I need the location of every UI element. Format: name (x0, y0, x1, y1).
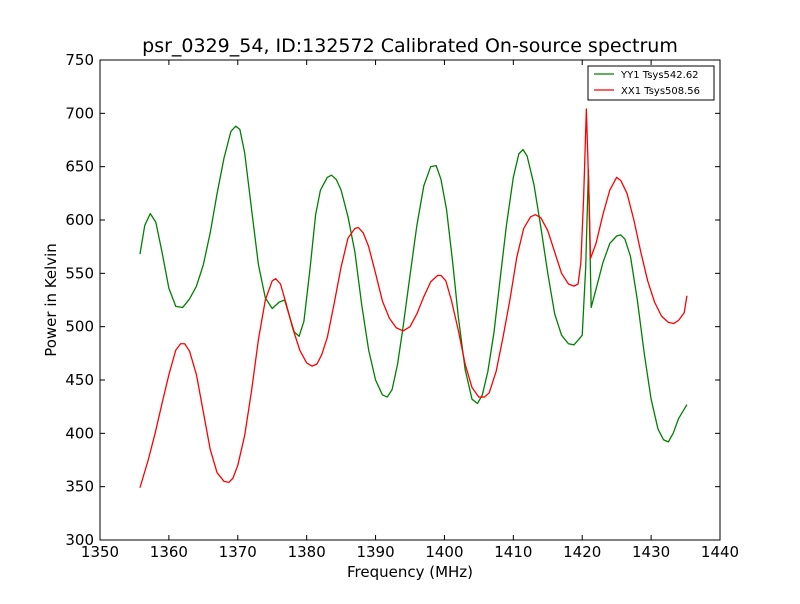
x-tick-label: 1390 (356, 543, 394, 561)
x-tick-label: 1410 (494, 543, 532, 561)
y-tick-label: 450 (65, 371, 94, 389)
legend-label-xx1: XX1 Tsys508.56 (621, 86, 700, 97)
y-tick-label: 500 (65, 318, 94, 336)
plot-area (100, 60, 720, 540)
chart-title: psr_0329_54, ID:132572 Calibrated On-sou… (142, 35, 678, 57)
x-tick-label: 1400 (425, 543, 463, 561)
legend-box (587, 65, 715, 101)
series-line-xx1 (139, 108, 688, 488)
y-tick-label: 400 (65, 424, 94, 442)
y-tick-label: 750 (65, 51, 94, 69)
x-tick-label: 1440 (701, 543, 739, 561)
x-tick-label: 1350 (81, 543, 119, 561)
x-tick-label: 1360 (150, 543, 188, 561)
y-tick-label: 700 (65, 104, 94, 122)
x-axis-label: Frequency (MHz) (347, 563, 473, 581)
y-tick-label: 650 (65, 158, 94, 176)
series-line-yy1 (139, 125, 688, 443)
y-tick-label: 350 (65, 478, 94, 496)
legend: YY1 Tsys542.62 XX1 Tsys508.56 (587, 65, 715, 101)
y-axis-label: Power in Kelvin (42, 243, 60, 357)
plot-frame (99, 59, 721, 541)
legend-label-yy1: YY1 Tsys542.62 (620, 70, 699, 81)
x-tick-label: 1380 (288, 543, 326, 561)
y-tick-label: 600 (65, 211, 94, 229)
y-tick-label: 300 (65, 531, 94, 549)
x-tick-label: 1420 (563, 543, 601, 561)
x-tick-label: 1430 (632, 543, 670, 561)
x-tick-label: 1370 (219, 543, 257, 561)
y-tick-label: 550 (65, 264, 94, 282)
